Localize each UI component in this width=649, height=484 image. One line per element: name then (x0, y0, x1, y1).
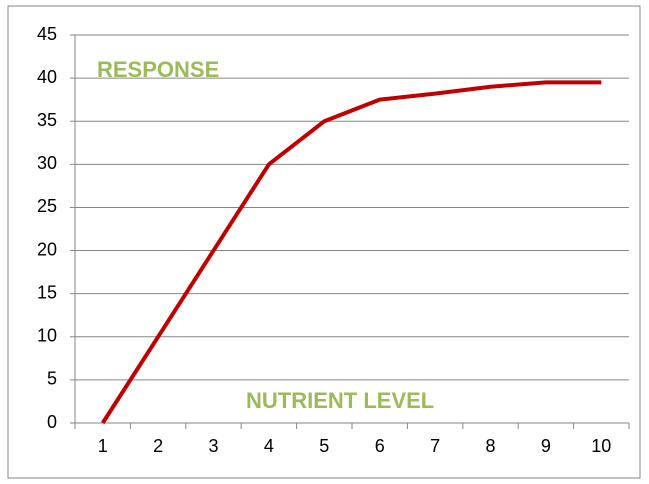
y-tick-label: 30 (37, 153, 57, 173)
y-tick-label: 15 (37, 282, 57, 302)
x-tick-label: 7 (430, 436, 440, 456)
x-tick-label: 4 (264, 436, 274, 456)
y-tick-label: 20 (37, 239, 57, 259)
y-tick-label: 25 (37, 196, 57, 216)
y-tick-label: 35 (37, 110, 57, 130)
x-tick-label: 2 (153, 436, 163, 456)
data-line (101, 80, 602, 425)
y-tick-label: 5 (47, 369, 57, 389)
y-tick-label: 0 (47, 412, 57, 432)
x-tick-label: 3 (208, 436, 218, 456)
y-tick-label: 10 (37, 326, 57, 346)
y-tick-label: 45 (37, 24, 57, 44)
x-tick-label: 6 (375, 436, 385, 456)
x-tick-label: 8 (485, 436, 495, 456)
x-tick-label: 5 (319, 436, 329, 456)
x-annotation: NUTRIENT LEVEL (246, 388, 434, 413)
x-tick-label: 10 (591, 436, 611, 456)
x-tick-label: 1 (98, 436, 108, 456)
y-tick-label: 40 (37, 67, 57, 87)
x-tick-label: 9 (541, 436, 551, 456)
